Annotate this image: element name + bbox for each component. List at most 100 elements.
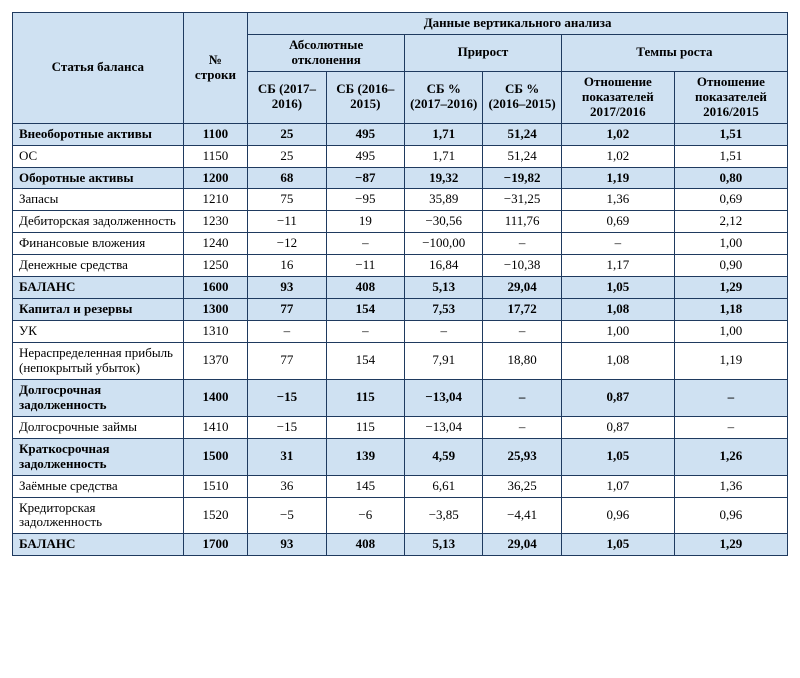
cell-value: −5 [248, 497, 326, 534]
cell-label: Оборотные активы [13, 167, 184, 189]
vertical-analysis-table: Статья баланса № строки Данные вертикаль… [12, 12, 788, 556]
cell-num: 1410 [183, 416, 248, 438]
cell-value: 93 [248, 277, 326, 299]
cell-value: 111,76 [483, 211, 561, 233]
cell-value: 1,36 [561, 189, 674, 211]
cell-value: 1,29 [674, 534, 787, 556]
th-abs-2: СБ (2016–2015) [326, 71, 404, 123]
cell-value: – [248, 321, 326, 343]
cell-value: 18,80 [483, 343, 561, 380]
cell-value: 51,24 [483, 145, 561, 167]
cell-value: 1,18 [674, 299, 787, 321]
cell-num: 1300 [183, 299, 248, 321]
cell-value: 0,96 [561, 497, 674, 534]
table-row: Внеоборотные активы1100254951,7151,241,0… [13, 123, 788, 145]
cell-value: 1,19 [561, 167, 674, 189]
cell-value: 1,05 [561, 277, 674, 299]
cell-value: −100,00 [405, 233, 483, 255]
cell-value: 1,19 [674, 343, 787, 380]
th-num: № строки [183, 13, 248, 124]
cell-value: 495 [326, 123, 404, 145]
table-row: Кредиторская задолженность1520−5−6−3,85−… [13, 497, 788, 534]
cell-value: 1,00 [561, 321, 674, 343]
cell-value: – [674, 416, 787, 438]
cell-value: −3,85 [405, 497, 483, 534]
cell-value: 4,59 [405, 438, 483, 475]
cell-value: 495 [326, 145, 404, 167]
cell-label: Запасы [13, 189, 184, 211]
cell-value: 51,24 [483, 123, 561, 145]
cell-value: 1,07 [561, 475, 674, 497]
cell-value: −95 [326, 189, 404, 211]
cell-value: 1,51 [674, 123, 787, 145]
cell-label: Внеоборотные активы [13, 123, 184, 145]
cell-value: −13,04 [405, 379, 483, 416]
cell-value: 19 [326, 211, 404, 233]
cell-value: −12 [248, 233, 326, 255]
cell-value: 154 [326, 299, 404, 321]
cell-value: 1,17 [561, 255, 674, 277]
cell-label: Долгосрочные займы [13, 416, 184, 438]
cell-value: −13,04 [405, 416, 483, 438]
cell-value: −15 [248, 416, 326, 438]
cell-label: Краткосрочная задолженность [13, 438, 184, 475]
cell-num: 1510 [183, 475, 248, 497]
cell-label: Денежные средства [13, 255, 184, 277]
cell-value: 408 [326, 534, 404, 556]
th-group-top: Данные вертикального анализа [248, 13, 788, 35]
cell-label: УК [13, 321, 184, 343]
table-row: УК1310––––1,001,00 [13, 321, 788, 343]
cell-label: Дебиторская задолженность [13, 211, 184, 233]
cell-label: БАЛАНС [13, 534, 184, 556]
table-row: БАЛАНС1600934085,1329,041,051,29 [13, 277, 788, 299]
cell-value: −19,82 [483, 167, 561, 189]
cell-value: – [483, 416, 561, 438]
cell-value: 36,25 [483, 475, 561, 497]
cell-value: 7,91 [405, 343, 483, 380]
cell-value: 75 [248, 189, 326, 211]
cell-value: −10,38 [483, 255, 561, 277]
cell-value: 1,05 [561, 438, 674, 475]
cell-value: 139 [326, 438, 404, 475]
cell-value: 0,87 [561, 416, 674, 438]
cell-num: 1700 [183, 534, 248, 556]
cell-value: – [483, 233, 561, 255]
cell-label: Кредиторская задолженность [13, 497, 184, 534]
cell-value: 154 [326, 343, 404, 380]
cell-value: 29,04 [483, 534, 561, 556]
th-label: Статья баланса [13, 13, 184, 124]
table-row: ОС1150254951,7151,241,021,51 [13, 145, 788, 167]
cell-value: 0,80 [674, 167, 787, 189]
cell-value: 145 [326, 475, 404, 497]
cell-value: – [483, 379, 561, 416]
cell-value: – [561, 233, 674, 255]
cell-num: 1520 [183, 497, 248, 534]
cell-label: Финансовые вложения [13, 233, 184, 255]
cell-value: 68 [248, 167, 326, 189]
cell-value: 25 [248, 145, 326, 167]
cell-value: 29,04 [483, 277, 561, 299]
cell-value: 35,89 [405, 189, 483, 211]
cell-num: 1250 [183, 255, 248, 277]
cell-value: 7,53 [405, 299, 483, 321]
cell-value: 1,51 [674, 145, 787, 167]
th-rate-2: Отношение показателей 2016/2015 [674, 71, 787, 123]
th-rate-1: Отношение показателей 2017/2016 [561, 71, 674, 123]
cell-num: 1100 [183, 123, 248, 145]
cell-value: 1,02 [561, 145, 674, 167]
cell-value: – [326, 321, 404, 343]
cell-value: 31 [248, 438, 326, 475]
table-row: Краткосрочная задолженность1500311394,59… [13, 438, 788, 475]
cell-value: 16,84 [405, 255, 483, 277]
cell-value: 1,00 [674, 233, 787, 255]
cell-value: 25,93 [483, 438, 561, 475]
th-abs-1: СБ (2017–2016) [248, 71, 326, 123]
table-row: Оборотные активы120068−8719,32−19,821,19… [13, 167, 788, 189]
cell-value: 0,69 [674, 189, 787, 211]
cell-value: – [674, 379, 787, 416]
cell-value: 77 [248, 343, 326, 380]
cell-value: −30,56 [405, 211, 483, 233]
cell-value: – [326, 233, 404, 255]
cell-value: 0,96 [674, 497, 787, 534]
table-row: Денежные средства125016−1116,84−10,381,1… [13, 255, 788, 277]
